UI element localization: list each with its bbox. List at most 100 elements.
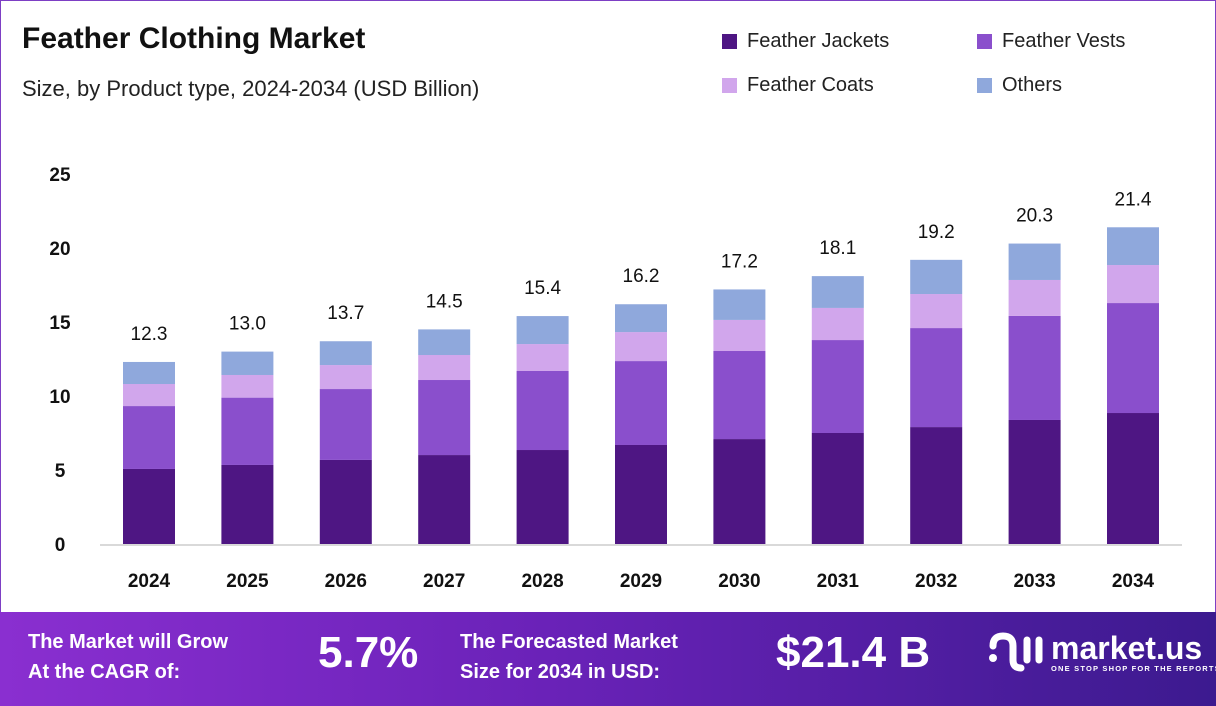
total-data-label: 13.0 <box>229 314 266 335</box>
total-data-label: 13.7 <box>327 303 364 324</box>
bar-segment-feather-vests <box>1008 315 1061 420</box>
bar-segment-feather-coats <box>713 319 766 352</box>
x-tick-label: 2031 <box>817 571 860 592</box>
logo-tagline: ONE STOP SHOP FOR THE REPORTS <box>1051 663 1216 673</box>
cagr-label: The Market will Grow At the CAGR of: <box>28 627 228 687</box>
bar-segment-others <box>319 341 372 366</box>
bar-segment-feather-coats <box>123 384 175 407</box>
legend-label: Feather Vests <box>1002 30 1126 52</box>
x-tick-label: 2024 <box>128 571 171 592</box>
legend-item-others: Others <box>977 74 1062 97</box>
legend-item-feather-vests: Feather Vests <box>977 30 1125 53</box>
cagr-value: 5.7% <box>318 628 419 677</box>
x-tick-label: 2033 <box>1013 571 1055 592</box>
bar-segment-feather-coats <box>1008 279 1061 316</box>
total-data-label: 20.3 <box>1016 206 1053 227</box>
total-data-label: 18.1 <box>819 238 856 259</box>
bar-segment-feather-jackets <box>1008 419 1061 544</box>
total-data-label: 16.2 <box>623 266 660 287</box>
y-tick-label: 15 <box>49 313 71 334</box>
legend-swatch <box>722 78 737 93</box>
y-tick-label: 5 <box>55 461 66 482</box>
x-tick-label: 2032 <box>915 571 957 592</box>
bar-segment-others <box>811 276 864 308</box>
stacked-bar-chart: 051015202512.3202413.0202513.7202614.520… <box>49 165 1182 592</box>
bar-segment-feather-vests <box>910 328 963 428</box>
bar-segment-feather-jackets <box>221 464 274 544</box>
bar-segment-feather-vests <box>516 370 569 451</box>
market-us-logo: market.us ONE STOP SHOP FOR THE REPORTS <box>985 630 1216 674</box>
bar-segment-feather-vests <box>319 389 372 460</box>
forecast-label-line: Size for 2034 in USD: <box>460 661 661 683</box>
legend-item-feather-coats: Feather Coats <box>722 74 874 97</box>
legend-swatch <box>722 34 737 49</box>
bar-segment-feather-jackets <box>713 439 766 544</box>
chart-title: Feather Clothing Market <box>22 22 366 55</box>
legend-item-feather-jackets: Feather Jackets <box>722 30 889 53</box>
forecast-label: The Forecasted Market Size for 2034 in US… <box>460 627 678 687</box>
x-tick-label: 2026 <box>325 571 367 592</box>
bar-segment-feather-coats <box>615 332 667 362</box>
x-tick-label: 2027 <box>423 571 465 592</box>
bar-segment-others <box>1008 243 1061 280</box>
bar-segment-feather-vests <box>221 397 274 465</box>
forecast-value: $21.4 B <box>776 628 931 677</box>
bar-segment-feather-jackets <box>615 444 667 544</box>
total-data-label: 14.5 <box>426 291 463 312</box>
bar-segment-others <box>1107 227 1159 266</box>
bar-segment-feather-vests <box>811 340 864 433</box>
total-data-label: 15.4 <box>524 278 561 299</box>
bar-segment-feather-coats <box>1107 265 1159 304</box>
forecast-label-line: The Forecasted Market <box>460 631 678 653</box>
y-tick-label: 25 <box>49 165 71 186</box>
bar-segment-others <box>910 259 963 295</box>
logo-name: market.us <box>1051 629 1203 666</box>
bar-segment-feather-vests <box>1107 303 1159 414</box>
bar-segment-feather-jackets <box>1107 413 1159 544</box>
chart-subtitle: Size, by Product type, 2024-2034 (USD Bi… <box>22 76 480 101</box>
bar-segment-feather-coats <box>811 307 864 341</box>
total-data-label: 12.3 <box>131 324 168 345</box>
bar-segment-feather-vests <box>615 361 667 445</box>
x-tick-label: 2025 <box>226 571 269 592</box>
total-data-label: 21.4 <box>1115 189 1152 210</box>
x-tick-label: 2034 <box>1112 571 1155 592</box>
x-tick-label: 2030 <box>718 571 760 592</box>
bar-segment-feather-jackets <box>516 450 569 544</box>
x-tick-label: 2029 <box>620 571 662 592</box>
bar-segment-feather-coats <box>910 294 963 329</box>
bar-segment-feather-coats <box>221 374 274 398</box>
legend-label: Feather Jackets <box>747 30 890 52</box>
bar-segment-feather-vests <box>418 380 471 456</box>
bar-segment-others <box>615 304 667 333</box>
total-data-label: 17.2 <box>721 251 758 272</box>
logo-icon <box>989 632 1043 672</box>
bar-segment-feather-jackets <box>123 468 175 544</box>
legend-label: Others <box>1002 74 1063 96</box>
bar-segment-others <box>123 361 175 385</box>
y-tick-label: 0 <box>55 535 66 556</box>
cagr-label-line: At the CAGR of: <box>28 661 181 683</box>
bar-segment-feather-jackets <box>811 433 864 544</box>
bar-segment-feather-jackets <box>910 427 963 544</box>
bar-segment-feather-coats <box>516 344 569 371</box>
bar-segment-feather-coats <box>418 355 471 381</box>
cagr-label-line: The Market will Grow <box>28 631 229 653</box>
bar-segment-feather-vests <box>713 351 766 440</box>
y-tick-label: 20 <box>49 239 70 260</box>
legend-swatch <box>977 34 992 49</box>
y-tick-label: 10 <box>49 387 70 408</box>
bar-segment-others <box>418 329 471 356</box>
bar-segment-feather-coats <box>319 365 372 390</box>
summary-banner: The Market will Grow At the CAGR of: 5.7%… <box>0 612 1216 706</box>
bar-segment-others <box>713 289 766 320</box>
legend-label: Feather Coats <box>747 74 874 96</box>
legend-swatch <box>977 78 992 93</box>
bar-segment-feather-jackets <box>319 459 372 544</box>
bar-segment-others <box>516 316 569 345</box>
bar-segment-feather-vests <box>123 406 175 469</box>
total-data-label: 19.2 <box>918 222 955 243</box>
bar-segment-feather-jackets <box>418 455 471 544</box>
x-tick-label: 2028 <box>521 571 563 592</box>
bar-segment-others <box>221 351 274 375</box>
